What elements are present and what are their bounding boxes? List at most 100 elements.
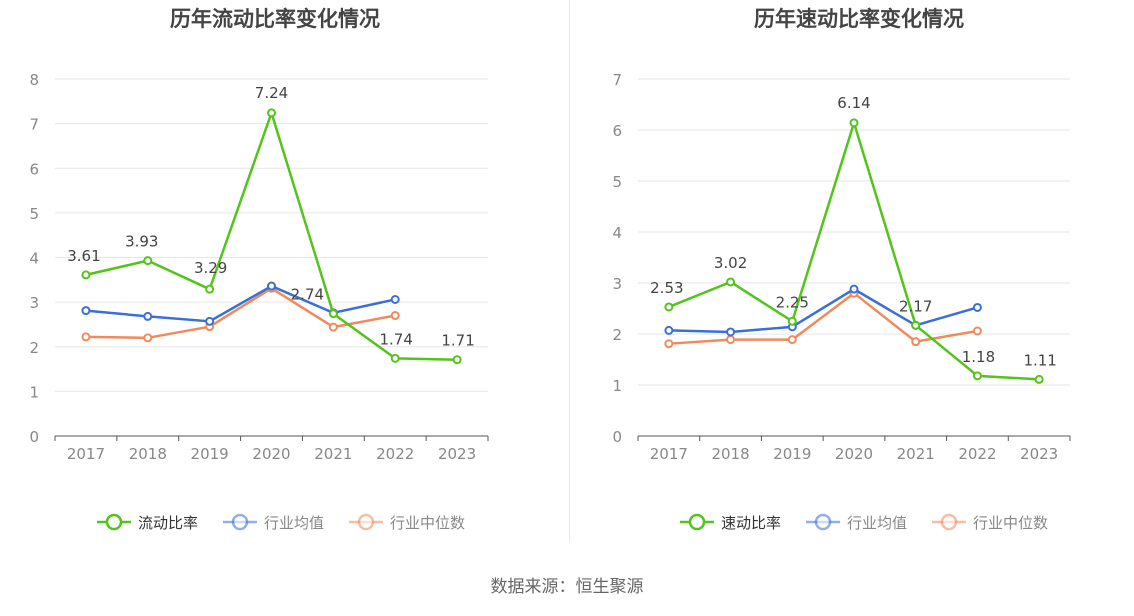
data-point [205, 316, 215, 326]
y-tick-label: 2 [612, 326, 622, 344]
data-point [787, 316, 797, 326]
y-tick-label: 7 [612, 71, 622, 89]
data-point [664, 302, 674, 312]
data-label: 3.93 [125, 233, 158, 251]
data-point [328, 309, 338, 319]
data-point [390, 294, 400, 304]
legend-item[interactable]: 行业均值 [223, 513, 324, 532]
legend-item[interactable]: 行业中位数 [349, 513, 465, 532]
x-tick-label: 2018 [129, 445, 167, 463]
series-line-industry-average [668, 287, 978, 334]
x-tick-label: 2022 [376, 445, 414, 463]
x-tick-label: 2019 [773, 445, 811, 463]
data-point [452, 355, 462, 365]
data-point [143, 256, 153, 266]
series-line-industry-median [668, 291, 978, 345]
y-tick-label: 7 [29, 116, 39, 134]
legend-item[interactable]: 行业中位数 [932, 513, 1048, 532]
data-point [81, 306, 91, 316]
x-tick-label: 2023 [438, 445, 476, 463]
legend-label: 行业中位数 [973, 514, 1048, 532]
data-label: 1.18 [962, 348, 995, 366]
legend-item[interactable]: 流动比率 [97, 513, 198, 532]
y-tick-label: 8 [29, 71, 39, 89]
data-point [726, 327, 736, 337]
chart-panel-2: 历年速动比率变化情况 0 1 2 3 4 5 6 7 2017 2018 2019 2020 2021 20… [612, 7, 1071, 532]
legend-label: 流动比率 [138, 514, 198, 532]
data-label: 6.14 [837, 94, 870, 112]
data-label: 2.53 [650, 279, 683, 297]
data-label: 3.29 [194, 259, 227, 277]
legend-circle-icon [940, 513, 958, 531]
chart-legend: 速动比率 行业均值 行业中位数 [680, 513, 1048, 532]
chart-panel-1: 历年流动比率变化情况 0 1 2 3 4 5 6 7 8 2017 2018 2019 2020 2021 2… [29, 7, 489, 532]
data-label: 3.02 [714, 254, 747, 272]
x-tick-label: 2018 [711, 445, 749, 463]
legend-circle-icon [105, 513, 123, 531]
legend-circle-icon [231, 513, 249, 531]
data-label: 1.11 [1023, 351, 1056, 369]
data-point [849, 284, 859, 294]
data-point [143, 311, 153, 321]
legend-item[interactable]: 行业均值 [806, 513, 907, 532]
legend-label: 行业中位数 [390, 514, 465, 532]
data-label: 3.61 [67, 247, 100, 265]
y-tick-label: 6 [612, 122, 622, 140]
y-tick-label: 4 [612, 224, 622, 242]
legend-label: 行业均值 [264, 514, 324, 532]
chart-title: 历年速动比率变化情况 [754, 7, 964, 31]
data-point [787, 335, 797, 345]
y-tick-label: 5 [29, 205, 39, 223]
x-tick-label: 2017 [650, 445, 688, 463]
data-source-note: 数据来源：恒生聚源 [490, 577, 644, 597]
legend-label: 行业均值 [847, 514, 907, 532]
y-tick-label: 3 [29, 294, 39, 312]
y-tick-label: 6 [29, 160, 39, 178]
data-point [143, 333, 153, 343]
data-point [664, 339, 674, 349]
x-tick-label: 2022 [958, 445, 996, 463]
chart-title: 历年流动比率变化情况 [170, 7, 380, 31]
data-point [911, 337, 921, 347]
x-tick-label: 2019 [191, 445, 229, 463]
data-point [328, 322, 338, 332]
y-tick-label: 0 [29, 428, 39, 446]
data-point [972, 326, 982, 336]
data-point [390, 311, 400, 321]
data-point [267, 281, 276, 291]
panel-divider [569, 0, 570, 542]
legend-item[interactable]: 速动比率 [680, 513, 781, 532]
data-point [81, 270, 91, 280]
legend-circle-icon [814, 513, 832, 531]
y-tick-label: 4 [29, 250, 39, 268]
y-tick-label: 3 [612, 275, 622, 293]
data-label: 7.24 [255, 84, 288, 102]
series-line-industry-median [85, 287, 396, 340]
data-label: 2.17 [899, 297, 932, 315]
y-tick-label: 1 [29, 383, 39, 401]
data-label: 2.25 [776, 293, 809, 311]
y-tick-label: 0 [612, 428, 622, 446]
x-tick-label: 2021 [314, 445, 352, 463]
legend-circle-icon [357, 513, 375, 531]
data-point [664, 325, 674, 335]
x-tick-label: 2020 [835, 445, 873, 463]
data-point [267, 108, 276, 118]
x-tick-label: 2020 [252, 445, 290, 463]
legend-label: 速动比率 [721, 514, 781, 532]
y-tick-label: 2 [29, 339, 39, 357]
data-point [911, 320, 921, 330]
x-tick-label: 2017 [67, 445, 105, 463]
data-point [726, 335, 736, 345]
series-line-industry-average [85, 284, 396, 323]
x-tick-label: 2021 [897, 445, 935, 463]
data-point [972, 302, 982, 312]
legend-circle-icon [688, 513, 706, 531]
data-point [726, 277, 736, 287]
data-point [1034, 374, 1044, 384]
data-point [972, 371, 982, 381]
data-label: 1.71 [441, 332, 474, 350]
data-label: 1.74 [380, 330, 413, 348]
